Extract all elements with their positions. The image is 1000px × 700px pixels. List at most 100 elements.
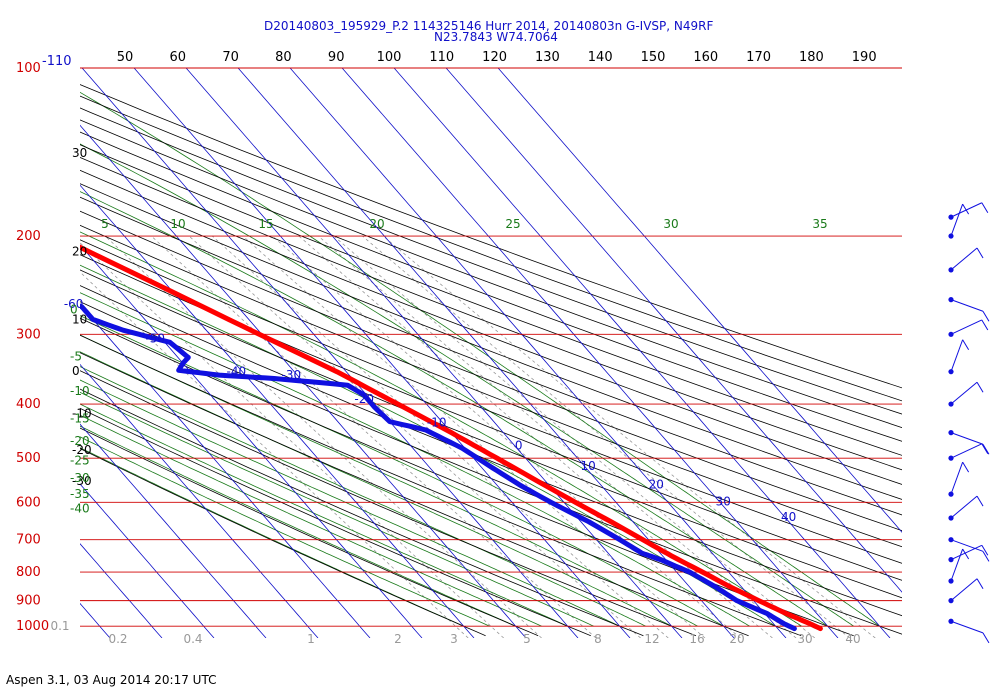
wind-barb-shaft (950, 432, 984, 445)
dry-adiabat-line (80, 448, 486, 637)
isotherm-line (80, 363, 319, 638)
mixing-ratio-label: 40 (845, 632, 860, 646)
isotherm-line (133, 68, 631, 638)
top-temperature-tick: 70 (222, 50, 239, 65)
moist-adiabat-line (80, 292, 750, 627)
mixing-ratio-label: 30 (797, 632, 812, 646)
mixing-ratio-label: 8 (594, 632, 602, 646)
dry-adiabat-line (80, 131, 902, 442)
left-scale-label: -10 (72, 407, 92, 421)
isotherm-line (341, 68, 839, 638)
pressure-tick-label: 900 (16, 594, 41, 609)
top-temperature-tick: 130 (535, 50, 560, 65)
wind-barb-flag (976, 381, 984, 393)
left-scale-label: 20 (72, 244, 87, 258)
footer-version-timestamp: Aspen 3.1, 03 Aug 2014 20:17 UTC (6, 673, 217, 687)
moist-adiabat-line (80, 264, 776, 627)
wind-barb-shaft (950, 381, 978, 405)
isotherm-label: 20 (649, 477, 664, 491)
wind-barb-shaft (950, 247, 978, 271)
wind-barb-flag (976, 247, 984, 259)
left-scale-label: -30 (72, 474, 92, 488)
pressure-tick-label: 300 (16, 327, 41, 342)
temperature-profile-line (80, 244, 823, 632)
mixing-ratio-label: 20 (729, 632, 744, 646)
dry-adiabat-line (80, 169, 902, 485)
moist-adiabat-line (80, 366, 646, 627)
mixing-ratio-label: 12 (644, 632, 659, 646)
pressure-tick-label: 800 (16, 565, 41, 580)
top-isotherm-label: -110 (42, 54, 72, 69)
left-scale-label: -10 (70, 384, 90, 398)
wind-barb-flag (982, 443, 990, 455)
dry-adiabat-line (80, 301, 902, 635)
isotherm-label: -10 (427, 416, 447, 430)
left-scale-label: 10 (72, 312, 87, 326)
mixing-ratio-line (298, 235, 773, 638)
moist-adiabat-label: 15 (258, 217, 273, 231)
moist-adiabat-line (80, 425, 516, 627)
wind-barb-flag (976, 495, 984, 507)
mixing-ratio-label: 5 (523, 632, 531, 646)
wind-barb-shaft (950, 578, 978, 602)
isotherm-label: -60 (64, 297, 84, 311)
isotherm-line (80, 304, 371, 638)
left-scale-label: -5 (70, 350, 82, 364)
wind-barb-shaft (950, 548, 964, 582)
dry-adiabat-line (80, 269, 902, 599)
isotherm-line (445, 68, 902, 593)
pressure-tick-label: 700 (16, 533, 41, 548)
mixing-ratio-label: 1 (307, 632, 315, 646)
wind-barb-shaft (950, 319, 983, 335)
isotherm-line (80, 184, 475, 638)
left-scale-label: 30 (72, 146, 87, 160)
wind-barb-flag (982, 551, 990, 562)
isotherm-line (497, 68, 902, 533)
wind-barb-flag (976, 578, 984, 590)
isotherm-line (80, 423, 267, 638)
mixing-ratio-label: 3 (450, 632, 458, 646)
isotherm-label: -30 (281, 368, 301, 382)
top-temperature-tick: 140 (588, 50, 613, 65)
dry-adiabat-line (80, 107, 902, 415)
isotherm-label: 0 (515, 439, 523, 453)
moist-adiabat-line (80, 91, 880, 627)
left-scale-label: 0 (70, 303, 78, 317)
dry-adiabat-line (80, 183, 902, 500)
moist-adiabat-line (80, 436, 490, 627)
top-temperature-tick: 160 (693, 50, 718, 65)
moist-adiabat-line (80, 391, 594, 627)
isotherm-line (80, 244, 423, 638)
wind-barb-station (948, 578, 954, 584)
wind-barb-shaft (950, 495, 978, 519)
dry-adiabat-line (80, 370, 697, 637)
isotherm-line (393, 68, 891, 638)
moist-adiabat-line (80, 231, 802, 627)
isotherm-label: 30 (716, 495, 731, 509)
isotherm-label: -40 (227, 365, 247, 379)
moist-adiabat-line (80, 447, 464, 627)
top-temperature-tick: 150 (641, 50, 666, 65)
isotherm-line (0, 68, 58, 638)
dry-adiabat-line (80, 210, 902, 532)
moist-adiabat-line (80, 191, 828, 627)
isotherm-line (80, 543, 163, 638)
mixing-ratio-label: 0.2 (108, 632, 127, 646)
moist-adiabat-line (80, 379, 620, 627)
moist-adiabat-label: 30 (663, 217, 678, 231)
dry-adiabat-line (80, 156, 902, 471)
dry-adiabat-line (80, 84, 902, 389)
isotherm-label: -20 (354, 392, 374, 406)
dry-adiabat-line (80, 407, 591, 637)
wind-barb-flag (962, 461, 970, 473)
mixing-ratio-line (318, 235, 797, 638)
top-temperature-tick: 110 (429, 50, 454, 65)
wind-barb-flag (981, 545, 989, 556)
top-temperature-tick: 180 (799, 50, 824, 65)
wind-barb-shaft (950, 462, 964, 495)
dry-adiabat-line (80, 119, 902, 429)
moist-adiabat-line (80, 143, 854, 627)
isotherm-line (237, 68, 735, 638)
isotherm-label: -50 (145, 331, 165, 345)
mixing-ratio-line (80, 271, 469, 638)
